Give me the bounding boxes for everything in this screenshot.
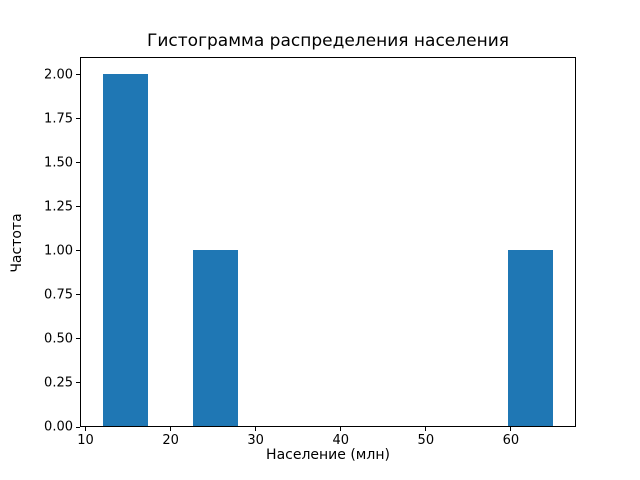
histogram-bar [102, 73, 148, 426]
x-tick-label: 10 [77, 433, 94, 448]
y-tick-label: 0.00 [44, 419, 73, 435]
x-tick-mark [85, 427, 87, 431]
x-tick-mark [425, 427, 427, 431]
x-tick-label: 60 [502, 433, 520, 448]
x-axis-label: Население (млн) [266, 447, 390, 463]
x-tick-label: 40 [332, 433, 350, 448]
y-tick-mark [76, 74, 80, 76]
x-tick-mark [255, 427, 257, 431]
y-tick-mark [76, 426, 80, 428]
y-tick-label: 1.25 [44, 199, 73, 215]
y-tick-label: 0.50 [44, 331, 73, 347]
y-tick-mark [76, 118, 80, 120]
y-tick-mark [76, 162, 80, 164]
x-tick-label: 30 [247, 433, 264, 448]
plot-area [80, 57, 576, 427]
x-tick-label: 20 [162, 433, 179, 448]
y-tick-mark [76, 294, 80, 296]
y-tick-mark [76, 382, 80, 384]
chart-title: Гистограмма распределения населения [147, 31, 509, 51]
x-tick-label: 50 [417, 433, 435, 448]
y-tick-label: 2.00 [44, 67, 73, 83]
y-tick-mark [76, 250, 80, 252]
x-tick-mark [170, 427, 172, 431]
y-axis-label: Частота [9, 213, 25, 273]
y-tick-mark [76, 338, 80, 340]
y-tick-label: 1.75 [44, 111, 73, 127]
x-tick-mark [340, 427, 342, 431]
y-tick-mark [76, 206, 80, 208]
y-tick-label: 0.75 [44, 287, 73, 303]
y-tick-label: 0.25 [44, 375, 73, 391]
x-tick-mark [510, 427, 512, 431]
histogram-bar [192, 249, 238, 426]
y-tick-label: 1.00 [44, 243, 73, 259]
histogram-bar [508, 249, 554, 426]
y-tick-label: 1.50 [44, 155, 73, 171]
